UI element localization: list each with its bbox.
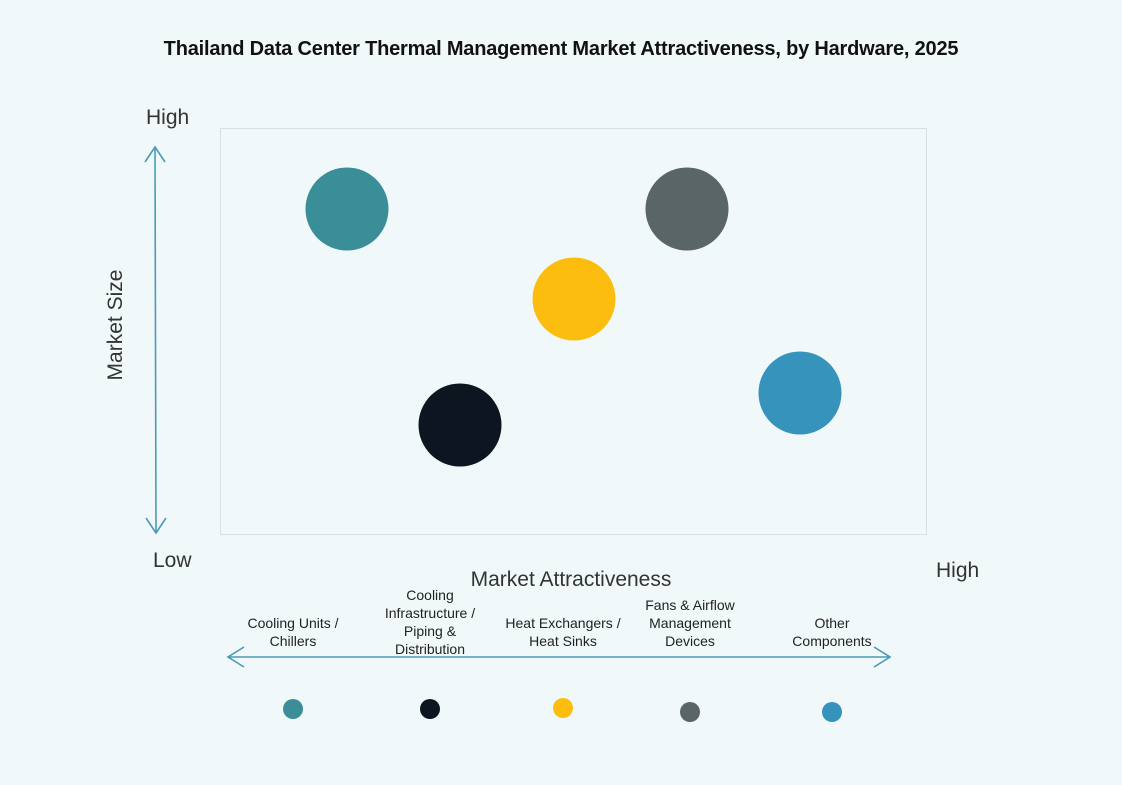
y-axis-high: High	[146, 106, 190, 129]
legend-dot	[822, 702, 842, 722]
legend-dot	[283, 699, 303, 719]
y-axis-low: Low	[153, 549, 192, 572]
bubble	[758, 351, 842, 435]
legend-label: Fans & Airflow Management Devices	[645, 597, 735, 649]
bubble	[645, 167, 729, 251]
plot-area	[220, 128, 927, 535]
legend-dot	[553, 698, 573, 718]
legend-label: Cooling Units / Chillers	[247, 615, 339, 649]
x-axis-high: High	[936, 559, 980, 582]
legend-dot	[420, 699, 440, 719]
bubble	[532, 257, 615, 341]
legend-label: Heat Exchangers / Heat Sinks	[505, 615, 621, 649]
legend-label: Cooling Infrastructure / Piping & Distribut…	[384, 587, 476, 657]
x-axis-label: Market Attractiveness	[470, 568, 672, 591]
legend-dot	[680, 702, 700, 722]
bubble	[305, 167, 389, 251]
chart-title: Thailand Data Center Thermal Management …	[163, 38, 959, 60]
legend-label: Other Components	[792, 615, 872, 649]
bubble	[418, 383, 502, 467]
y-axis-label: Market Size	[104, 269, 127, 381]
